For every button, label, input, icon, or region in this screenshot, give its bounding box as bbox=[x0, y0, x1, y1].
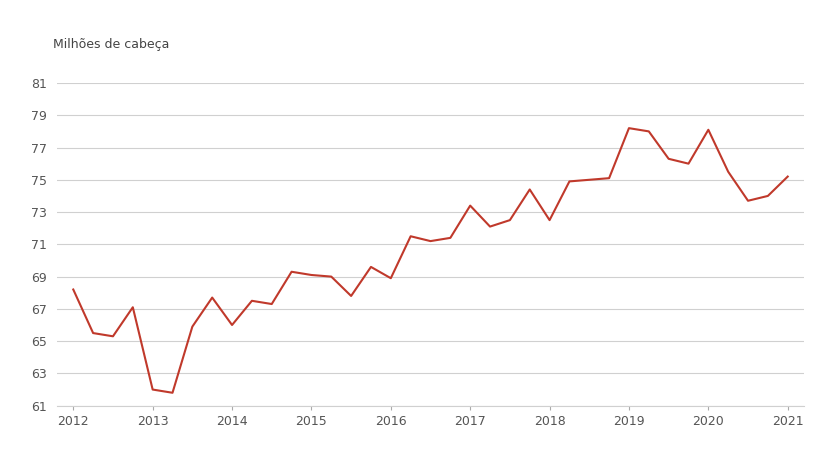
Text: Milhões de cabeça: Milhões de cabeça bbox=[53, 38, 170, 51]
